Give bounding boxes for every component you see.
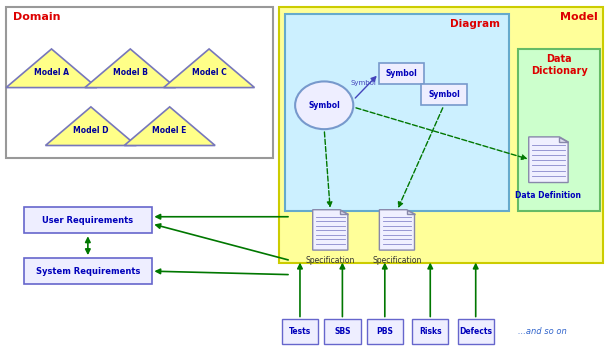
- Polygon shape: [124, 107, 215, 145]
- Text: Specification: Specification: [305, 256, 355, 265]
- Polygon shape: [559, 137, 568, 142]
- Text: Model: Model: [561, 12, 598, 22]
- Text: Domain: Domain: [13, 12, 61, 22]
- Text: Diagram: Diagram: [450, 19, 500, 29]
- Text: ...and so on: ...and so on: [518, 327, 567, 336]
- Polygon shape: [528, 137, 568, 183]
- Text: Model D: Model D: [73, 126, 108, 134]
- Text: Symbol: Symbol: [385, 69, 418, 78]
- FancyBboxPatch shape: [282, 319, 318, 344]
- FancyBboxPatch shape: [379, 63, 424, 84]
- Text: Symbol: Symbol: [308, 101, 340, 110]
- FancyBboxPatch shape: [458, 319, 494, 344]
- Text: Data
Dictionary: Data Dictionary: [531, 54, 587, 76]
- FancyBboxPatch shape: [24, 207, 152, 233]
- Text: System Requirements: System Requirements: [36, 267, 140, 276]
- Text: Model E: Model E: [153, 126, 187, 134]
- Polygon shape: [407, 210, 415, 214]
- FancyBboxPatch shape: [285, 14, 509, 211]
- Text: Symbol: Symbol: [351, 80, 376, 86]
- Polygon shape: [85, 49, 176, 87]
- FancyBboxPatch shape: [324, 319, 361, 344]
- FancyBboxPatch shape: [421, 84, 467, 105]
- Polygon shape: [379, 210, 415, 250]
- Polygon shape: [313, 210, 348, 250]
- FancyBboxPatch shape: [6, 7, 273, 158]
- Ellipse shape: [295, 81, 353, 129]
- Text: SBS: SBS: [334, 327, 351, 336]
- Text: Tests: Tests: [289, 327, 311, 336]
- FancyBboxPatch shape: [279, 7, 603, 263]
- Text: Model B: Model B: [113, 68, 148, 77]
- Text: Model C: Model C: [191, 68, 227, 77]
- FancyBboxPatch shape: [367, 319, 403, 344]
- Polygon shape: [340, 210, 348, 214]
- Text: User Requirements: User Requirements: [42, 216, 133, 225]
- FancyBboxPatch shape: [412, 319, 448, 344]
- Polygon shape: [45, 107, 136, 145]
- Text: Risks: Risks: [419, 327, 442, 336]
- Polygon shape: [164, 49, 255, 87]
- Text: Data Definition: Data Definition: [516, 191, 581, 200]
- Text: Specification: Specification: [372, 256, 422, 265]
- Polygon shape: [6, 49, 97, 87]
- Text: Defects: Defects: [459, 327, 492, 336]
- Text: PBS: PBS: [376, 327, 393, 336]
- Text: Symbol: Symbol: [428, 90, 460, 99]
- FancyBboxPatch shape: [518, 49, 600, 211]
- FancyBboxPatch shape: [24, 258, 152, 284]
- Text: Model A: Model A: [34, 68, 69, 77]
